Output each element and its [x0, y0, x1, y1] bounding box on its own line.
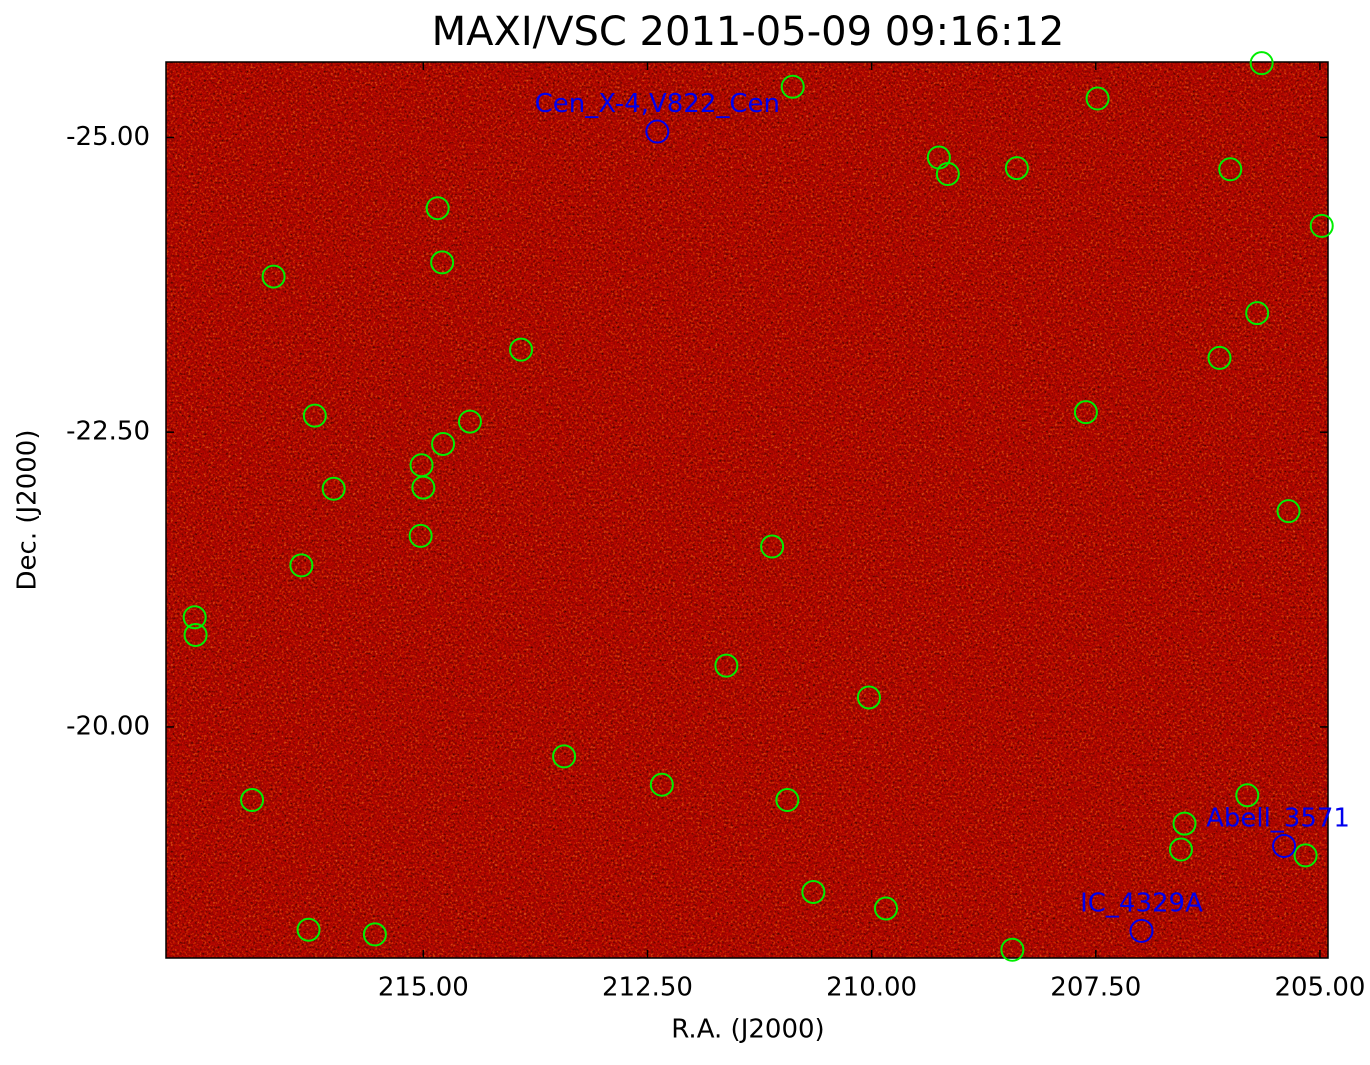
image-noise	[166, 62, 1328, 958]
source-circle	[1245, 301, 1270, 326]
catalog-circle	[645, 119, 670, 144]
source-circle	[775, 788, 800, 813]
source-circle	[183, 622, 208, 647]
catalog-label: Cen_X-4,V822_Cen	[535, 89, 780, 119]
source-circle	[1207, 345, 1232, 370]
source-circle	[552, 744, 577, 769]
source-circle	[289, 553, 314, 578]
x-tick-label: 205.00	[1274, 973, 1365, 1003]
catalog-circle	[1129, 918, 1154, 943]
plot-frame	[165, 61, 1329, 959]
source-circle	[240, 788, 265, 813]
x-tick-label: 212.50	[602, 973, 693, 1003]
source-circle	[1073, 400, 1098, 425]
source-circle	[411, 475, 436, 500]
catalog-circle	[1272, 834, 1297, 858]
source-circle	[182, 605, 207, 630]
y-tick-label: -22.50	[66, 417, 150, 447]
source-circle	[1085, 86, 1110, 111]
catalog-label: Abell_3571	[1206, 804, 1350, 834]
source-circle	[457, 409, 482, 434]
source-circle	[1000, 937, 1025, 962]
source-circle	[430, 250, 455, 275]
source-circle	[1276, 499, 1301, 524]
source-circle	[935, 162, 960, 186]
source-circle	[1235, 783, 1260, 808]
x-tick-label: 207.50	[1050, 973, 1141, 1003]
x-tick-label: 215.00	[378, 973, 469, 1003]
y-tick-label: -25.00	[66, 122, 150, 152]
source-circle	[509, 337, 534, 362]
source-circle	[302, 403, 327, 428]
source-circle	[1004, 156, 1029, 181]
source-circle	[1168, 837, 1193, 862]
source-circle	[714, 653, 739, 678]
x-axis-label: R.A. (J2000)	[671, 1015, 824, 1045]
source-circle	[856, 685, 881, 710]
source-circle	[873, 896, 898, 921]
source-circle	[1309, 213, 1334, 238]
source-circle	[1249, 51, 1274, 76]
catalog-label: IC_4329A	[1080, 888, 1203, 918]
x-tick-label: 210.00	[826, 973, 917, 1003]
chart-title: MAXI/VSC 2011-05-09 09:16:12	[432, 9, 1065, 55]
source-circle	[296, 917, 321, 942]
source-circle	[261, 264, 286, 289]
source-circle	[1293, 843, 1318, 868]
source-circle	[1218, 157, 1243, 182]
source-circle	[801, 879, 826, 904]
source-circle	[1172, 811, 1197, 836]
y-axis-label: Dec. (J2000)	[13, 430, 43, 591]
source-circle	[408, 523, 433, 548]
source-circle	[780, 74, 805, 99]
source-circle	[321, 476, 346, 501]
source-circle	[760, 534, 785, 559]
source-circle	[649, 772, 674, 797]
source-circle	[362, 922, 387, 947]
source-circle	[425, 196, 450, 221]
y-tick-label: -20.00	[66, 711, 150, 741]
source-circle	[431, 431, 456, 456]
